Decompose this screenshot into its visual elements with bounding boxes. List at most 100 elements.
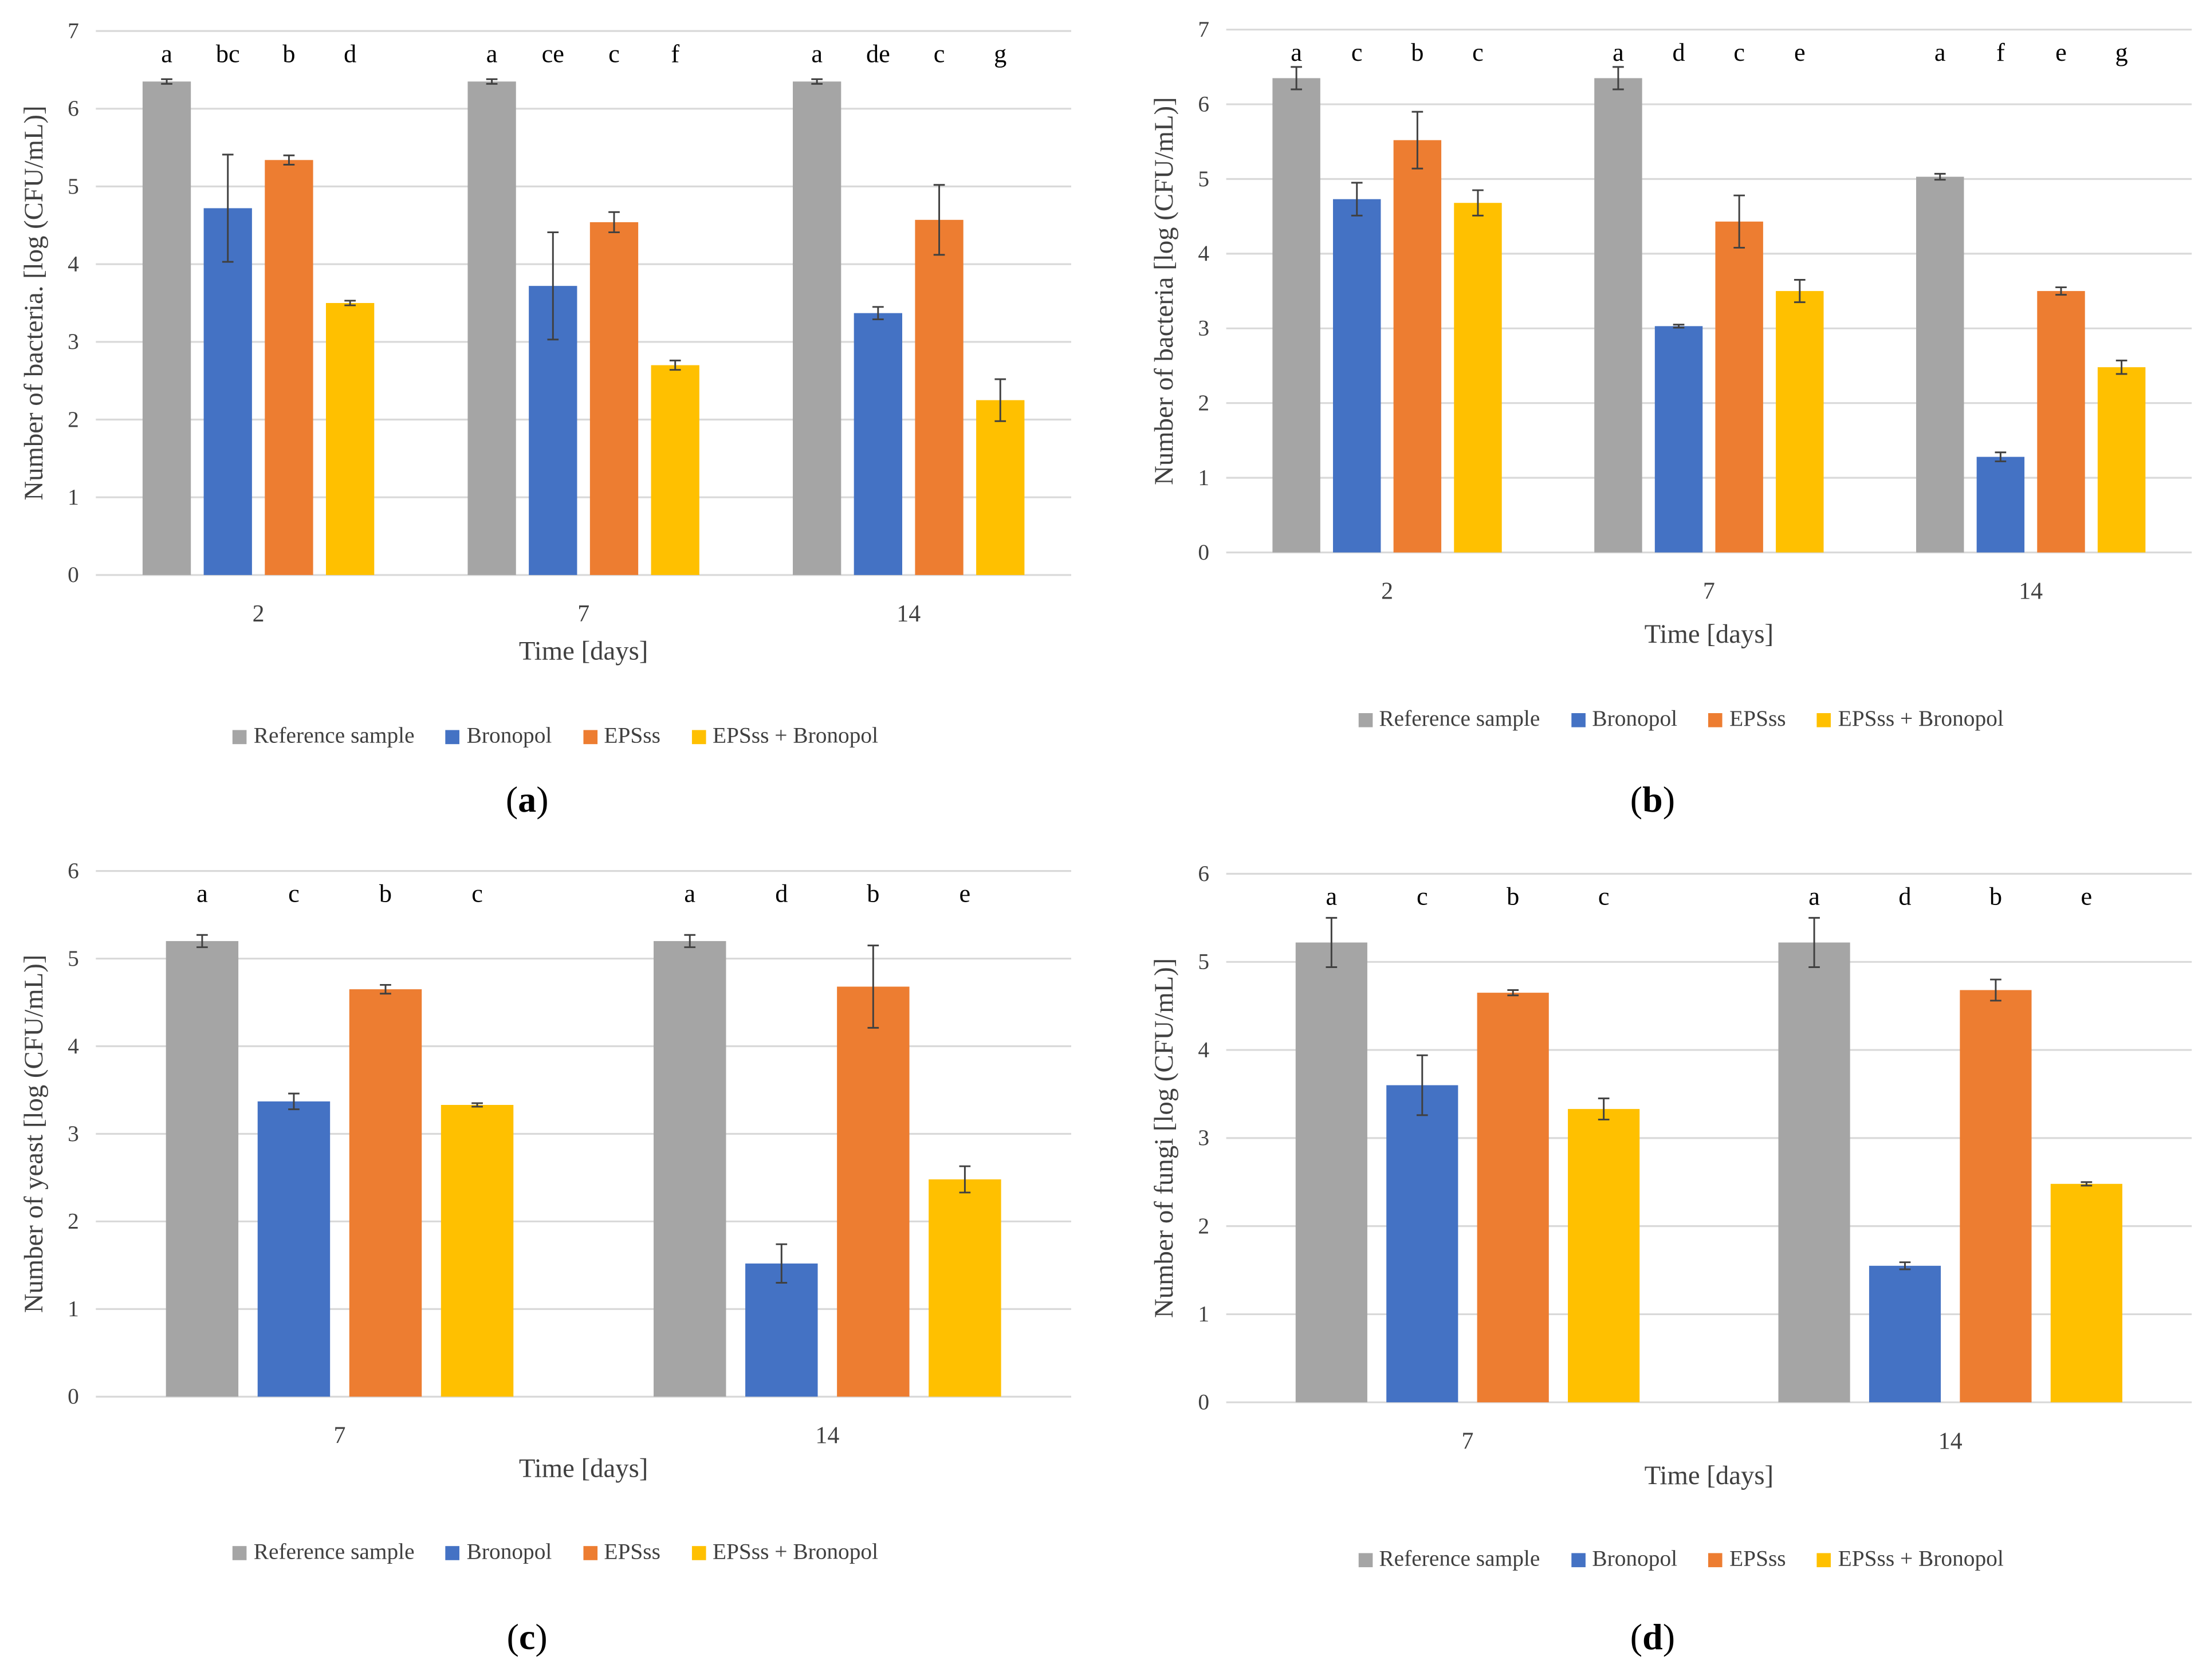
- y-tick-label: 1: [1198, 465, 1209, 490]
- significance-letter: c: [1351, 38, 1363, 66]
- y-tick-label: 1: [68, 485, 79, 510]
- bar-epsss-bronopol-day-7: [1776, 291, 1824, 553]
- significance-letter: e: [2055, 38, 2067, 66]
- legend-swatch: [1816, 713, 1831, 727]
- x-tick-label: 7: [1462, 1428, 1474, 1454]
- legend: Reference sample Bronopol EPSss EPSss + Bro…: [232, 724, 879, 750]
- x-axis-title: Time [days]: [519, 636, 648, 666]
- bar-reference-sample-day-7: [166, 941, 239, 1397]
- x-tick-label: 7: [334, 1423, 346, 1449]
- legend-swatch: [1358, 713, 1373, 727]
- y-tick-label: 4: [68, 1033, 79, 1059]
- legend-label: EPSss + Bronopol: [1838, 707, 2004, 731]
- legend-label: EPSss: [1729, 1547, 1786, 1572]
- y-tick-label: 7: [1198, 17, 1209, 42]
- y-tick-label: 6: [1198, 91, 1209, 116]
- y-tick-label: 0: [68, 562, 79, 587]
- significance-letter: b: [1411, 38, 1423, 66]
- y-axis-title: Number of yeast [log (CFU/mL)]: [19, 955, 49, 1313]
- bar-reference-sample-day-14: [1778, 942, 1850, 1403]
- bar-reference-sample-day-7: [467, 81, 516, 575]
- legend-swatch: [583, 1546, 597, 1560]
- bar-epsss-bronopol-day-2: [1454, 203, 1502, 553]
- legend-label: EPSss: [604, 724, 660, 749]
- legend: Reference sample Bronopol EPSss EPSss + Bro…: [232, 1540, 878, 1565]
- legend-label: Reference sample: [253, 724, 415, 749]
- legend-item: Bronopol: [445, 725, 552, 750]
- panel-letter: c: [519, 1616, 536, 1658]
- legend-label: Bronopol: [466, 1540, 552, 1565]
- bar-bronopol-day-14: [1976, 457, 2025, 553]
- significance-letter: b: [282, 40, 295, 68]
- bar-reference-sample-day-14: [1916, 176, 1964, 553]
- y-tick-label: 3: [1198, 1125, 1209, 1150]
- significance-letter: f: [1996, 38, 2005, 66]
- legend-swatch: [1358, 1553, 1373, 1568]
- significance-letter: ce: [542, 40, 564, 68]
- legend-label: EPSss + Bronopol: [712, 724, 879, 749]
- bar-bronopol-day-14: [1869, 1265, 1941, 1403]
- significance-letter: c: [934, 40, 945, 68]
- significance-letter: f: [671, 40, 679, 68]
- x-axis-title: Time [days]: [1645, 1461, 1773, 1490]
- significance-letter: c: [1472, 38, 1484, 66]
- bar-bronopol-day-7: [1386, 1085, 1458, 1403]
- bar-reference-sample-day-2: [142, 81, 191, 575]
- y-tick-label: 2: [1198, 390, 1209, 415]
- bar-bronopol-day-14: [745, 1263, 818, 1397]
- significance-letter: e: [1794, 38, 1806, 66]
- significance-letter: c: [1417, 883, 1428, 911]
- bar-epsss-day-14: [1960, 990, 2032, 1403]
- significance-letter: b: [379, 880, 392, 908]
- bar-epsss-bronopol-day-7: [651, 365, 699, 575]
- legend-label: EPSss + Bronopol: [1838, 1547, 2004, 1572]
- x-axis-title: Time [days]: [519, 1454, 648, 1484]
- significance-letter: a: [161, 40, 172, 68]
- significance-letter: a: [684, 880, 695, 908]
- bar-epsss-day-2: [265, 160, 313, 575]
- significance-letter: c: [288, 880, 300, 908]
- x-tick-label: 7: [1703, 579, 1715, 605]
- legend-swatch: [691, 730, 706, 745]
- significance-letter: g: [2115, 38, 2128, 66]
- y-axis-title: Number of fungi [log (CFU/mL)]: [1149, 958, 1179, 1318]
- legend-item: EPSss + Bronopol: [691, 1540, 878, 1565]
- x-axis-title: Time [days]: [1645, 619, 1773, 649]
- y-tick-label: 2: [1198, 1213, 1209, 1238]
- legend-swatch: [445, 1546, 460, 1560]
- significance-letter: c: [608, 40, 620, 68]
- bar-reference-sample-day-7: [1594, 78, 1642, 553]
- x-tick-label: 14: [2019, 579, 2043, 605]
- x-tick-label: 14: [896, 601, 921, 627]
- bar-reference-sample-day-14: [654, 941, 726, 1397]
- y-tick-label: 7: [68, 18, 79, 43]
- significance-letter: g: [994, 40, 1006, 68]
- bar-epsss-bronopol-day-14: [976, 400, 1025, 575]
- bar-bronopol-day-2: [203, 208, 252, 575]
- chart-panel-a: 0 1 2 3 4 5 6 7 2 a bc b d 7 a ce c f 14 a de c g Time [days] Nu…: [19, 18, 1071, 666]
- y-axis-title: Number of bacteria. [log (CFU/mL)]: [19, 105, 49, 500]
- legend-swatch: [691, 1546, 706, 1560]
- y-tick-label: 5: [1198, 166, 1209, 191]
- bar-epsss-bronopol-day-7: [1568, 1109, 1640, 1403]
- legend-item: Bronopol: [1571, 707, 1677, 733]
- legend-label: Bronopol: [1592, 1547, 1678, 1572]
- bar-epsss-day-14: [2037, 291, 2085, 553]
- bar-bronopol-day-14: [854, 313, 902, 575]
- legend-swatch: [445, 730, 460, 745]
- panel-letter: a: [518, 779, 537, 821]
- x-tick-label: 14: [815, 1423, 839, 1449]
- bar-epsss-day-7: [589, 222, 639, 575]
- y-tick-label: 3: [1198, 316, 1209, 341]
- legend-item: Reference sample: [232, 724, 415, 750]
- bar-epsss-day-14: [837, 986, 910, 1397]
- y-tick-label: 6: [68, 96, 79, 121]
- bar-bronopol-day-2: [1333, 199, 1381, 553]
- significance-letter: a: [811, 40, 823, 68]
- legend-swatch: [1571, 713, 1586, 727]
- legend-label: Reference sample: [253, 1540, 415, 1565]
- y-tick-label: 2: [68, 407, 79, 432]
- y-tick-label: 5: [1198, 949, 1209, 974]
- panel-letter: d: [1642, 1616, 1663, 1658]
